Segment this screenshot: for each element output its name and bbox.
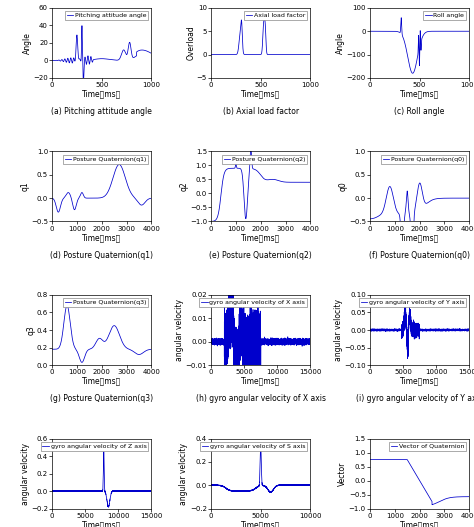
Legend: gyro angular velocity of S axis: gyro angular velocity of S axis [200, 442, 307, 451]
Y-axis label: q2: q2 [179, 182, 188, 191]
Y-axis label: q1: q1 [20, 182, 29, 191]
Text: (c) Roll angle: (c) Roll angle [394, 108, 445, 116]
Legend: Roll angle: Roll angle [423, 11, 466, 20]
X-axis label: Time（ms）: Time（ms） [82, 377, 121, 386]
Text: (i) gyro angular velocity of Y axis: (i) gyro angular velocity of Y axis [356, 394, 474, 404]
Legend: gyro angular velocity of Z axis: gyro angular velocity of Z axis [41, 442, 148, 451]
X-axis label: Time（ms）: Time（ms） [400, 233, 439, 242]
Y-axis label: q0: q0 [338, 182, 347, 191]
X-axis label: Time（ms）: Time（ms） [82, 233, 121, 242]
Text: (e) Posture Quaternion(q2): (e) Posture Quaternion(q2) [210, 251, 312, 260]
Y-axis label: angular velocity: angular velocity [20, 443, 29, 504]
Legend: Vector of Quaternion: Vector of Quaternion [389, 442, 466, 451]
Y-axis label: Overload: Overload [186, 25, 195, 60]
Legend: Posture Quaternion(q0): Posture Quaternion(q0) [381, 154, 466, 164]
Legend: Posture Quaternion(q1): Posture Quaternion(q1) [63, 154, 148, 164]
X-axis label: Time（ms）: Time（ms） [241, 233, 280, 242]
Text: (d) Posture Quaternion(q1): (d) Posture Quaternion(q1) [50, 251, 153, 260]
X-axis label: Time（ms）: Time（ms） [82, 520, 121, 527]
Legend: Axial load factor: Axial load factor [244, 11, 307, 20]
Legend: Posture Quaternion(q2): Posture Quaternion(q2) [222, 154, 307, 164]
Legend: gyro angular velocity of X axis: gyro angular velocity of X axis [200, 298, 307, 307]
X-axis label: Time（ms）: Time（ms） [400, 90, 439, 99]
Y-axis label: Angle: Angle [336, 32, 345, 54]
Text: (a) Pitching attitude angle: (a) Pitching attitude angle [51, 108, 152, 116]
Legend: Posture Quaternion(q3): Posture Quaternion(q3) [63, 298, 148, 307]
Text: (f) Posture Quaternion(q0): (f) Posture Quaternion(q0) [369, 251, 470, 260]
Y-axis label: angular velocity: angular velocity [175, 299, 184, 361]
X-axis label: Time（ms）: Time（ms） [400, 377, 439, 386]
X-axis label: Time（ms）: Time（ms） [241, 377, 280, 386]
Y-axis label: Vector: Vector [338, 461, 347, 486]
X-axis label: Time（ms）: Time（ms） [82, 90, 121, 99]
Legend: gyro angular velocity of Y axis: gyro angular velocity of Y axis [359, 298, 466, 307]
Text: (h) gyro angular velocity of X axis: (h) gyro angular velocity of X axis [196, 394, 326, 404]
X-axis label: Time（ms）: Time（ms） [241, 520, 280, 527]
Text: (g) Posture Quaternion(q3): (g) Posture Quaternion(q3) [50, 394, 154, 404]
Legend: Pitching attitude angle: Pitching attitude angle [65, 11, 148, 20]
Y-axis label: Angle: Angle [23, 32, 32, 54]
Y-axis label: q3: q3 [27, 325, 36, 335]
Y-axis label: angular velocity: angular velocity [334, 299, 343, 361]
X-axis label: Time（ms）: Time（ms） [241, 90, 280, 99]
Text: (b) Axial load factor: (b) Axial load factor [223, 108, 299, 116]
Y-axis label: angular velocity: angular velocity [180, 443, 189, 504]
X-axis label: Time（ms）: Time（ms） [400, 520, 439, 527]
